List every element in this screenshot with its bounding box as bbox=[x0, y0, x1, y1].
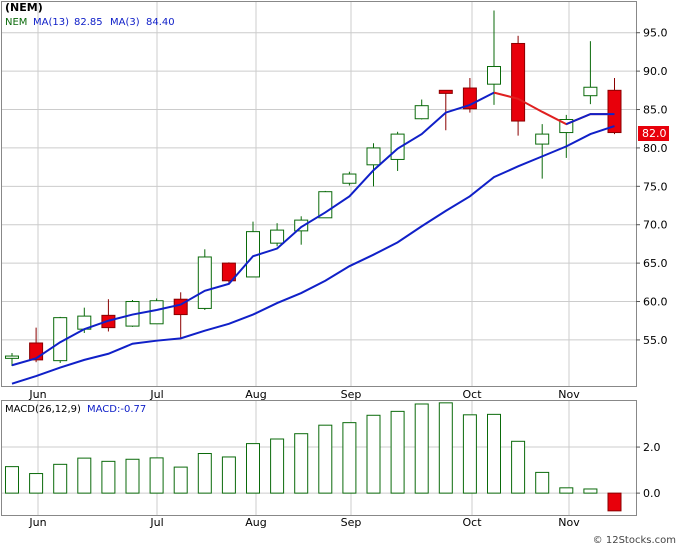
month-axis-top: Jun Jul Aug Sep Oct Nov bbox=[28, 388, 580, 401]
macd-bar bbox=[197, 453, 212, 494]
candle-body bbox=[197, 256, 212, 309]
candle-body bbox=[221, 262, 236, 282]
price-tick-label: 60.0 bbox=[643, 296, 668, 309]
macd-bar bbox=[318, 424, 333, 494]
macd-bar bbox=[414, 403, 429, 494]
legend-ma3-value: 84.40 bbox=[146, 17, 175, 28]
ma13-line bbox=[11, 125, 615, 385]
month-label: Jun bbox=[28, 516, 46, 529]
ma3-line-end bbox=[565, 113, 615, 126]
month-label: Aug bbox=[245, 516, 266, 529]
macd-bar bbox=[5, 466, 19, 494]
candle-body bbox=[5, 355, 19, 359]
month-label: Nov bbox=[558, 388, 580, 401]
price-tick-label: 85.0 bbox=[643, 104, 668, 117]
candle-body bbox=[270, 229, 285, 244]
macd-legend-value: MACD:-0.77 bbox=[87, 404, 146, 415]
credit: © 12Stocks.com bbox=[592, 535, 676, 546]
macd-bar bbox=[125, 458, 140, 494]
month-label: Oct bbox=[462, 388, 482, 401]
macd-bar bbox=[149, 457, 164, 494]
macd-bar bbox=[607, 492, 622, 512]
macd-bar bbox=[366, 414, 381, 494]
candle-body bbox=[149, 300, 164, 325]
macd-bar bbox=[270, 438, 285, 494]
last-price-label: 82.0 bbox=[642, 127, 667, 140]
macd-bar bbox=[294, 433, 309, 494]
macd-bar bbox=[390, 410, 405, 494]
candle-body bbox=[390, 133, 405, 160]
macd-bar bbox=[173, 466, 188, 494]
macd-bar bbox=[101, 460, 116, 494]
macd-bar bbox=[462, 414, 477, 494]
macd-bar bbox=[438, 402, 453, 494]
price-tick-label: 55.0 bbox=[643, 334, 668, 347]
month-label: Jun bbox=[28, 388, 46, 401]
month-label: Sep bbox=[341, 516, 362, 529]
price-axis: 55.0 60.0 65.0 70.0 75.0 80.0 85.0 90.0 95.0 bbox=[636, 27, 668, 347]
candle-body bbox=[366, 147, 381, 166]
legend-ma13-label: MA(13) bbox=[33, 17, 69, 28]
macd-tick-label: 0.0 bbox=[643, 487, 661, 500]
legend-ma13-value: 82.85 bbox=[74, 17, 103, 28]
month-label: Nov bbox=[558, 516, 580, 529]
candle-body bbox=[535, 133, 550, 145]
price-tick-label: 90.0 bbox=[643, 65, 668, 78]
macd-bars bbox=[5, 402, 622, 512]
legend-ma3-label: MA(3) bbox=[110, 17, 140, 28]
candle-body bbox=[438, 89, 453, 94]
macd-bar bbox=[77, 457, 92, 494]
macd-bar bbox=[246, 443, 260, 494]
macd-bar bbox=[583, 488, 598, 494]
candle-body bbox=[607, 89, 622, 134]
price-grid bbox=[2, 2, 636, 386]
month-label: Jul bbox=[149, 388, 163, 401]
legend-ticker: NEM bbox=[5, 17, 27, 28]
macd-bar bbox=[221, 456, 236, 494]
macd-bar bbox=[53, 463, 68, 494]
price-tick-label: 95.0 bbox=[643, 27, 668, 40]
month-axis-bottom: Jun Jul Aug Sep Oct Nov bbox=[28, 516, 580, 529]
price-tick-label: 75.0 bbox=[643, 180, 668, 193]
candle-body bbox=[487, 66, 501, 85]
macd-bar bbox=[29, 473, 44, 494]
candle-body bbox=[294, 219, 309, 232]
price-tick-label: 80.0 bbox=[643, 142, 668, 155]
macd-bar bbox=[535, 471, 550, 494]
candle-body bbox=[511, 42, 526, 122]
macd-bar bbox=[487, 413, 501, 494]
candle-body bbox=[342, 173, 357, 184]
chart-title: (NEM) bbox=[5, 1, 43, 14]
macd-axis: 0.0 2.0 bbox=[636, 441, 661, 500]
candle-body bbox=[414, 105, 429, 120]
macd-legend-label: MACD(26,12,9) bbox=[5, 404, 81, 415]
moving-average-lines bbox=[11, 91, 615, 385]
month-label: Aug bbox=[245, 388, 266, 401]
candle-body bbox=[583, 86, 598, 97]
ma3-line bbox=[11, 91, 495, 367]
last-price-box bbox=[638, 126, 669, 141]
macd-tick-label: 2.0 bbox=[643, 441, 661, 454]
macd-bar bbox=[511, 440, 526, 494]
month-label: Oct bbox=[462, 516, 482, 529]
price-tick-label: 65.0 bbox=[643, 257, 668, 270]
macd-bar bbox=[342, 422, 357, 494]
month-label: Sep bbox=[341, 388, 362, 401]
month-label: Jul bbox=[149, 516, 163, 529]
macd-bar bbox=[559, 487, 574, 494]
price-tick-label: 70.0 bbox=[643, 219, 668, 232]
candle-body bbox=[318, 191, 333, 219]
